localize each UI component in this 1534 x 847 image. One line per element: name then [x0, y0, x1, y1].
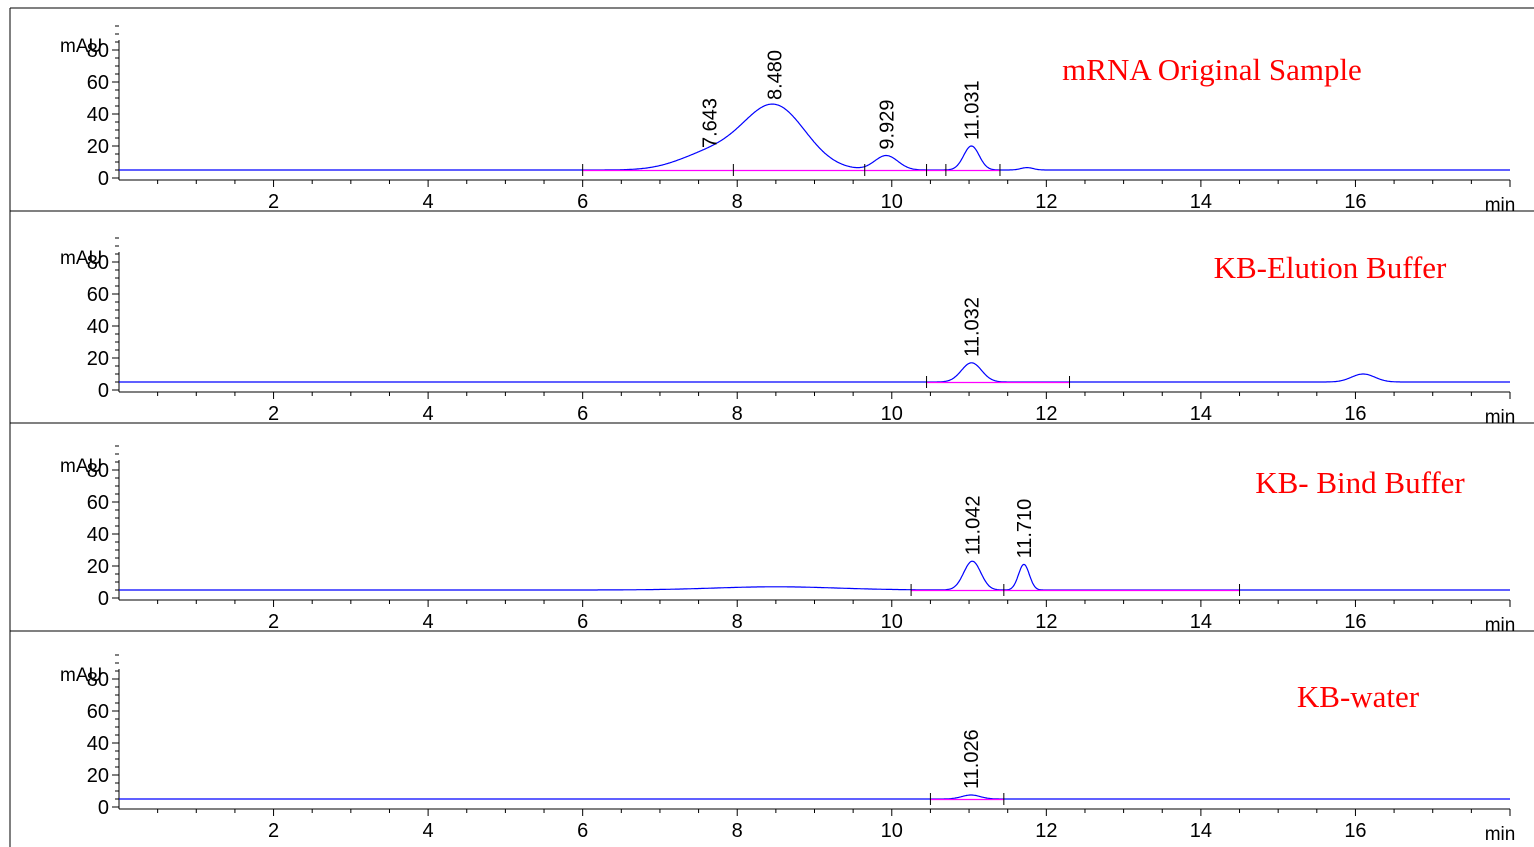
x-tick-label: 6 [577, 820, 588, 842]
peak-label: 8.480 [764, 50, 786, 100]
y-axis-label: mAU [60, 248, 102, 269]
x-tick-label: 14 [1190, 611, 1212, 633]
signal-trace [119, 794, 1510, 800]
y-tick-label: 20 [87, 765, 109, 787]
x-tick-label: 2 [268, 191, 279, 213]
y-tick-label: 20 [87, 136, 109, 158]
panel-title: KB-Elution Buffer [1214, 250, 1447, 285]
peak-label: 7.643 [700, 98, 722, 148]
x-tick-label: 8 [732, 611, 743, 633]
y-tick-label: 20 [87, 556, 109, 578]
y-tick-label: 60 [87, 72, 109, 94]
y-tick-label: 80 [87, 40, 109, 62]
signal-trace [119, 362, 1510, 383]
y-tick-label: 40 [87, 524, 109, 546]
peak-label: 9.929 [876, 100, 898, 150]
x-tick-label: 12 [1035, 403, 1057, 425]
x-axis-label: min [1485, 615, 1516, 636]
panel-title: KB-water [1297, 679, 1420, 714]
x-tick-label: 16 [1344, 611, 1366, 633]
x-tick-label: 12 [1035, 820, 1057, 842]
x-tick-label: 10 [881, 191, 903, 213]
x-tick-label: 10 [881, 611, 903, 633]
x-tick-label: 12 [1035, 191, 1057, 213]
signal-trace [119, 560, 1510, 591]
panel-title: KB- Bind Buffer [1255, 465, 1465, 500]
x-tick-label: 4 [423, 611, 434, 633]
y-tick-label: 0 [98, 380, 109, 402]
y-axis-label: mAU [60, 456, 102, 477]
x-tick-label: 16 [1344, 191, 1366, 213]
y-tick-label: 0 [98, 168, 109, 190]
y-tick-label: 80 [87, 460, 109, 482]
x-tick-label: 14 [1190, 820, 1212, 842]
y-tick-label: 0 [98, 588, 109, 610]
x-tick-label: 14 [1190, 191, 1212, 213]
x-tick-label: 14 [1190, 403, 1212, 425]
peak-label: 11.032 [962, 297, 984, 357]
y-tick-label: 80 [87, 252, 109, 274]
signal-trace [119, 103, 1510, 171]
x-tick-label: 16 [1344, 820, 1366, 842]
x-tick-label: 16 [1344, 403, 1366, 425]
y-tick-label: 80 [87, 669, 109, 691]
y-axis-label: mAU [60, 665, 102, 686]
x-tick-label: 8 [732, 191, 743, 213]
x-axis-label: min [1485, 824, 1516, 845]
x-axis-label: min [1485, 407, 1516, 428]
y-tick-label: 60 [87, 701, 109, 723]
x-tick-label: 10 [881, 403, 903, 425]
x-tick-label: 6 [577, 191, 588, 213]
y-tick-label: 0 [98, 797, 109, 819]
y-tick-label: 60 [87, 492, 109, 514]
x-tick-label: 2 [268, 403, 279, 425]
y-tick-label: 20 [87, 348, 109, 370]
panel-title: mRNA Original Sample [1062, 52, 1362, 87]
x-tick-label: 12 [1035, 611, 1057, 633]
x-tick-label: 10 [881, 820, 903, 842]
y-tick-label: 40 [87, 316, 109, 338]
y-tick-label: 60 [87, 284, 109, 306]
y-axis-label: mAU [60, 36, 102, 57]
x-tick-label: 4 [423, 191, 434, 213]
y-tick-label: 40 [87, 104, 109, 126]
peak-label: 11.710 [1014, 499, 1036, 559]
x-tick-label: 2 [268, 820, 279, 842]
x-tick-label: 4 [423, 820, 434, 842]
x-tick-label: 6 [577, 403, 588, 425]
x-axis-label: min [1485, 195, 1516, 216]
y-tick-label: 40 [87, 733, 109, 755]
x-tick-label: 8 [732, 403, 743, 425]
x-tick-label: 4 [423, 403, 434, 425]
peak-label: 11.042 [962, 496, 984, 556]
x-tick-label: 8 [732, 820, 743, 842]
peak-label: 11.026 [961, 729, 983, 789]
x-tick-label: 6 [577, 611, 588, 633]
x-tick-label: 2 [268, 611, 279, 633]
peak-label: 11.031 [961, 80, 983, 140]
